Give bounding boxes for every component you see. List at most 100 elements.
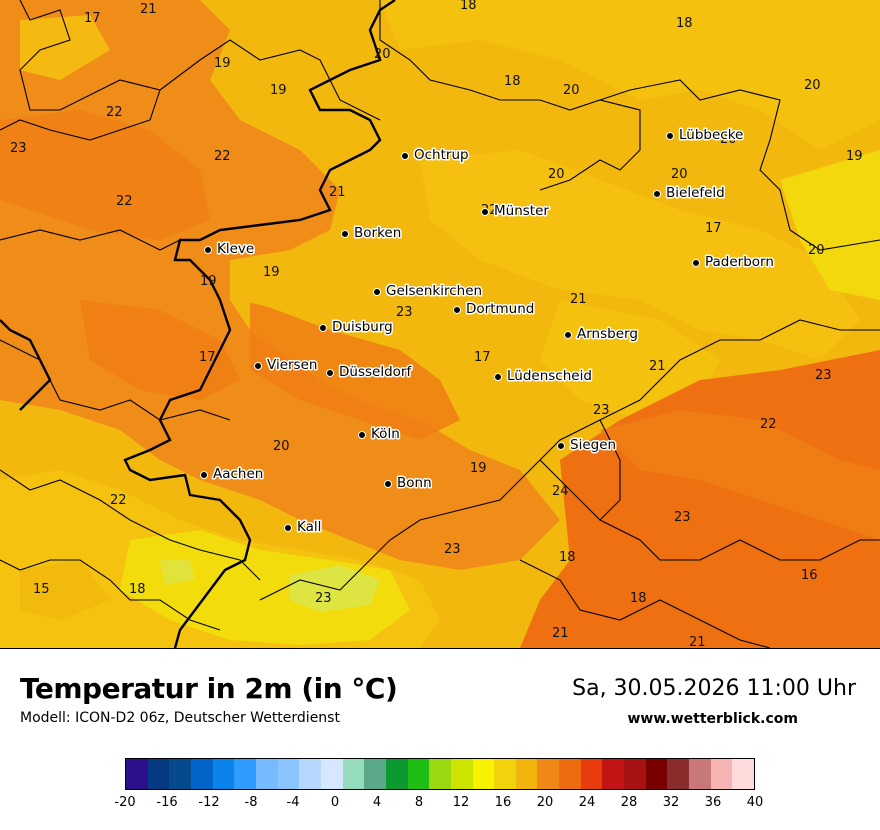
temp-label: 17 (705, 221, 722, 236)
temperature-map-svg: 17 21 18 18 20 19 19 18 20 20 22 23 22 2… (0, 0, 880, 648)
temp-label: 19 (846, 149, 863, 164)
city-label: Viersen (267, 357, 317, 373)
temp-label: 20 (808, 243, 825, 258)
city-kall: Kall (284, 518, 323, 537)
city-label: Paderborn (705, 254, 774, 270)
temp-label: 19 (470, 461, 487, 476)
city-markers: Ochtrup Lübbecke Bielefeld Münster Borke… (200, 126, 775, 537)
temp-field-18-sauerland (540, 300, 720, 420)
temp-label: 23 (444, 542, 461, 557)
temp-label: 20 (374, 47, 391, 62)
city-label: Ochtrup (414, 147, 469, 163)
temp-label: 18 (559, 550, 576, 565)
temp-label: 22 (106, 105, 123, 120)
temp-label: 19 (270, 83, 287, 98)
border-line-10 (539, 459, 880, 561)
border-line-13 (599, 419, 621, 521)
legend-tick: -12 (198, 795, 220, 810)
border-line-9 (259, 459, 541, 601)
legend-tick: -16 (156, 795, 178, 810)
legend-tick: 28 (620, 795, 638, 810)
model-info: Modell: ICON-D2 06z, Deutscher Wetterdie… (20, 710, 340, 726)
temp-label: 22 (116, 194, 133, 209)
legend-tick: 8 (414, 795, 424, 810)
temp-label: 21 (552, 626, 569, 641)
city-label: Kleve (217, 241, 254, 257)
temp-field-23-netherlands (0, 110, 210, 240)
legend-swatch (407, 759, 430, 789)
legend-swatch (255, 759, 278, 789)
legend-swatch (537, 759, 560, 789)
temp-label: 21 (570, 292, 587, 307)
weather-map: 17 21 18 18 20 19 19 18 20 20 22 23 22 2… (0, 0, 880, 649)
legend-swatch (710, 759, 733, 789)
legend-swatch (515, 759, 538, 789)
city-label: Aachen (213, 466, 263, 482)
temp-field-18-central (420, 150, 860, 360)
legend-swatch (126, 759, 148, 789)
border-line-5 (0, 229, 181, 251)
city-label: Münster (494, 203, 549, 219)
temp-label: 21 (140, 2, 157, 17)
border-line-2 (0, 89, 161, 141)
city-siegen: Siegen (557, 436, 618, 455)
temp-label: 22 (110, 493, 127, 508)
temp-label: 23 (593, 403, 610, 418)
border-line-3 (379, 0, 641, 191)
temp-label: 20 (671, 167, 688, 182)
legend-tick: 16 (494, 795, 512, 810)
city-muenster: Münster (481, 202, 551, 221)
temp-label: 23 (815, 368, 832, 383)
legend-swatch (385, 759, 408, 789)
temp-label: 20 (548, 167, 565, 182)
legend-swatch (450, 759, 473, 789)
legend-ticks: -20 -16 -12 -8 -4 0 4 8 12 16 20 24 28 32 36 40 (114, 795, 763, 815)
website-link[interactable]: www.wetterblick.com (627, 711, 799, 727)
temp-label: 20 (720, 132, 737, 147)
legend-tick: 36 (704, 795, 722, 810)
temperature-labels: 17 21 18 18 20 19 19 18 20 20 22 23 22 2… (10, 0, 863, 648)
legend-tick: -20 (114, 795, 136, 810)
legend-tick: 32 (662, 795, 680, 810)
temp-label: 20 (563, 83, 580, 98)
temp-label: 18 (676, 16, 693, 31)
city-label: Gelsenkirchen (386, 283, 482, 299)
city-label: Duisburg (332, 319, 393, 335)
legend-tick: 4 (372, 795, 382, 810)
temp-label: 18 (129, 582, 146, 597)
city-luedenscheid: Lüdenscheid (494, 367, 593, 386)
legend-tick: 24 (578, 795, 596, 810)
temp-label: 17 (84, 11, 101, 26)
city-label: Köln (371, 426, 400, 442)
city-duesseldorf: Düsseldorf (326, 363, 414, 382)
legend-swatch (624, 759, 646, 789)
temp-field-18-north (380, 0, 880, 150)
legend-swatch (602, 759, 625, 789)
legend-swatch (299, 759, 321, 789)
city-kleve: Kleve (204, 240, 256, 259)
forecast-datetime: Sa, 30.05.2026 11:00 Uhr (572, 676, 856, 701)
temp-label: 19 (214, 56, 231, 71)
temp-label: 23 (674, 510, 691, 525)
legend-swatch (472, 759, 495, 789)
temp-field-17-nw (20, 15, 110, 80)
temp-label: 22 (760, 417, 777, 432)
temp-label: 21 (649, 359, 666, 374)
legend-tick: 40 (746, 795, 764, 810)
temp-label: 19 (200, 274, 217, 289)
legend-swatch (277, 759, 300, 789)
city-label: Bielefeld (666, 185, 725, 201)
legend-swatch (689, 759, 711, 789)
legend-tick: 20 (536, 795, 554, 810)
legend-swatch (147, 759, 170, 789)
legend-swatch (645, 759, 668, 789)
temp-field-18-sw (20, 560, 110, 620)
legend-swatch (342, 759, 365, 789)
country-border (0, 0, 396, 648)
legend-swatch (212, 759, 235, 789)
city-viersen: Viersen (254, 356, 319, 375)
city-paderborn: Paderborn (692, 253, 775, 272)
legend-tick: -8 (244, 795, 258, 810)
legend-swatch (234, 759, 256, 789)
temp-label: 15 (33, 582, 50, 597)
